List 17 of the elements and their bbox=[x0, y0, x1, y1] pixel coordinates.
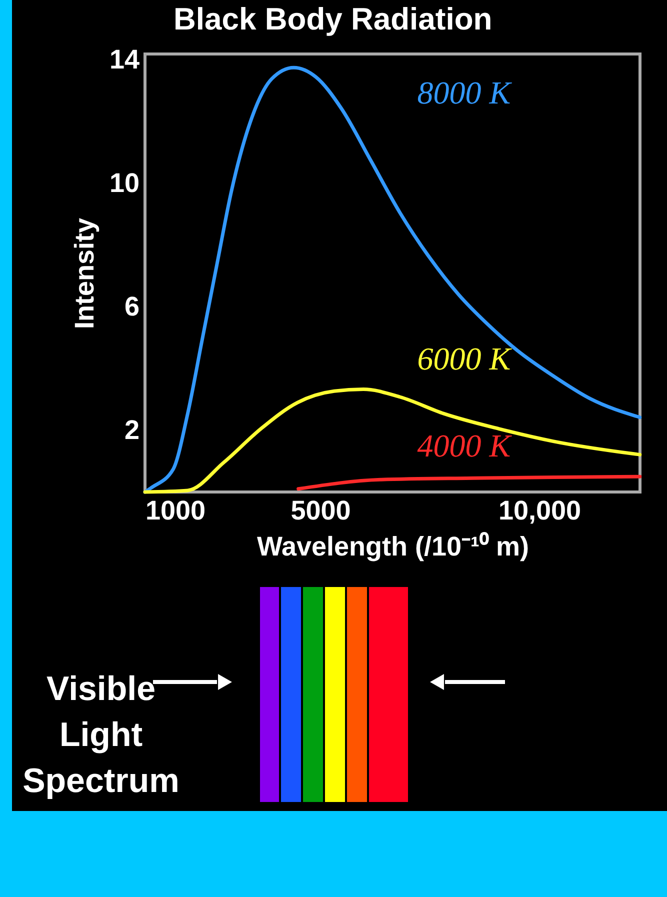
y-axis-title: Intensity bbox=[69, 218, 100, 330]
x-axis-title: Wavelength (/10⁻¹⁰ m) bbox=[256, 532, 530, 562]
series-label: 6000 K bbox=[417, 340, 512, 376]
y-tick-label: 6 bbox=[124, 291, 140, 322]
x-tick-label: 1000 bbox=[146, 496, 206, 526]
y-tick-label: 2 bbox=[124, 414, 140, 445]
x-tick-label: 10,000 bbox=[498, 496, 582, 526]
text: Visible Light Spectrum bbox=[22, 670, 180, 800]
series-label: 4000 K bbox=[417, 428, 512, 464]
line-series bbox=[296, 474, 642, 491]
line-series bbox=[143, 66, 642, 494]
y-tick-label: 10 bbox=[109, 168, 140, 198]
y-tick-label: 14 bbox=[109, 44, 140, 75]
chart-title: Black Body Radiation bbox=[174, 2, 492, 37]
text: 8000 K bbox=[417, 74, 512, 111]
line-series bbox=[143, 388, 642, 494]
x-tick-label: 5000 bbox=[290, 496, 351, 526]
